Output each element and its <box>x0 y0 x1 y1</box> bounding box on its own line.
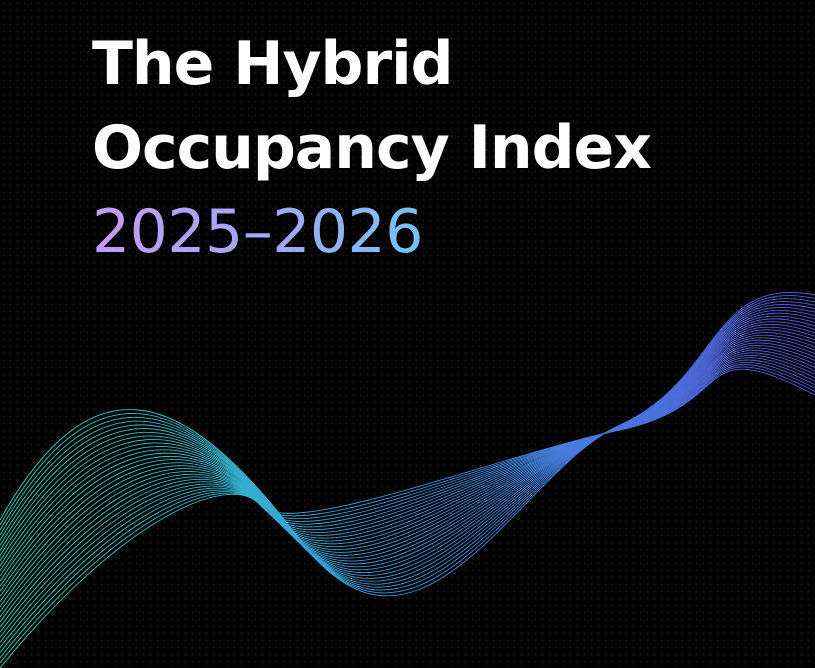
wave-line <box>0 337 815 602</box>
wave-line <box>0 368 815 668</box>
wave-line <box>0 354 815 638</box>
wave-line <box>0 359 815 648</box>
wave-line <box>0 292 815 597</box>
wave-line <box>0 342 815 613</box>
title-block: The Hybrid Occupancy Index 2025–2026 <box>92 22 652 274</box>
wave-line <box>0 323 815 577</box>
year-range: 2025–2026 <box>92 190 651 274</box>
wave-line <box>0 321 815 572</box>
wave-line <box>0 366 815 664</box>
wave-line <box>0 312 815 576</box>
wave-line <box>0 315 815 573</box>
wave-line <box>0 304 815 585</box>
wave-line <box>0 298 815 591</box>
wave-line <box>0 295 815 594</box>
wave-line <box>0 318 815 570</box>
wave-line <box>0 326 815 582</box>
wave-line <box>0 357 815 643</box>
wave-line <box>0 361 815 653</box>
wave-line <box>0 347 815 623</box>
wave-line <box>0 332 815 592</box>
wave-line <box>0 352 815 633</box>
wave-line <box>0 334 815 597</box>
title-line-2: Occupancy Index <box>92 113 652 183</box>
wave-line <box>0 339 815 608</box>
wave-line <box>0 329 815 587</box>
wave-line <box>0 350 815 628</box>
wave-line <box>0 301 815 588</box>
wave-line <box>0 344 815 618</box>
wave-line <box>0 307 815 582</box>
title-line-1: The Hybrid <box>92 29 454 99</box>
wave-line <box>0 310 815 579</box>
wave-line <box>0 364 815 659</box>
